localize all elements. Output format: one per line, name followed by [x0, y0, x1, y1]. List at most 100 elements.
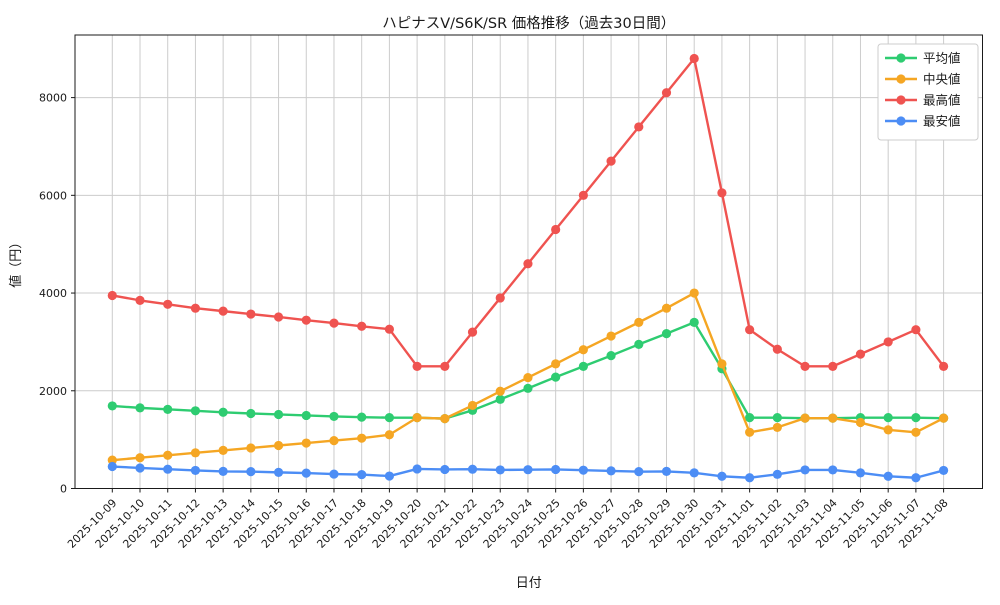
y-tick-label: 0 — [60, 483, 67, 496]
series-lowest-point — [745, 473, 755, 483]
series-average-point — [606, 350, 616, 361]
legend — [877, 43, 979, 141]
series-lowest-point — [800, 465, 810, 475]
series-median-point — [634, 317, 644, 327]
legend-marker-median — [896, 74, 906, 84]
series-average-point — [911, 413, 921, 423]
legend-label-highest: 最高値 — [923, 93, 961, 108]
series-highest-point — [135, 295, 145, 305]
series-average-point — [107, 401, 117, 411]
series-median-point — [855, 417, 866, 428]
series-lowest-point — [246, 467, 256, 477]
series-highest-point — [828, 361, 838, 371]
y-tick-label: 6000 — [39, 189, 67, 202]
series-median-point — [273, 440, 284, 451]
series-highest-point — [163, 299, 173, 309]
series-average-point — [634, 339, 644, 349]
series-lowest-point — [717, 471, 727, 481]
series-highest-point — [107, 290, 117, 301]
legend-marker-highest — [896, 95, 906, 105]
legend-label-median: 中央値 — [923, 72, 961, 87]
series-highest-point — [329, 318, 339, 328]
series-median-point — [467, 400, 478, 411]
series-average-point — [135, 403, 145, 413]
series-average-point — [163, 404, 173, 414]
series-highest-point — [606, 156, 616, 166]
series-highest-point — [911, 325, 921, 335]
series-median-point — [190, 448, 201, 458]
series-highest-point — [495, 293, 505, 303]
x-axis-label: 日付 — [516, 576, 542, 591]
series-highest-point — [772, 344, 782, 354]
series-highest-point — [634, 122, 644, 132]
series-median-point — [412, 413, 422, 423]
series-highest-point — [551, 224, 561, 235]
series-lowest-point — [301, 468, 311, 478]
series-highest-point — [273, 312, 284, 322]
series-highest-point — [689, 53, 699, 64]
series-lowest-point — [855, 468, 866, 478]
series-average-point — [551, 372, 561, 382]
series-highest-point — [939, 361, 949, 371]
series-highest-point — [717, 188, 727, 198]
series-median-point — [357, 433, 367, 443]
series-lowest-point — [440, 464, 450, 475]
series-median-point — [883, 425, 893, 435]
series-median-point — [661, 303, 672, 313]
series-highest-point — [578, 190, 588, 200]
series-average-point — [384, 413, 394, 423]
series-median-point — [523, 372, 533, 383]
series-median-point — [828, 413, 838, 423]
series-highest-point — [301, 315, 311, 325]
legend-label-average: 平均値 — [923, 51, 961, 66]
series-lowest-point — [606, 466, 616, 476]
series-median-point — [135, 453, 145, 463]
y-tick-label: 8000 — [39, 92, 67, 105]
series-lowest-point — [634, 467, 644, 477]
series-lowest-point — [163, 464, 173, 474]
series-highest-point — [384, 324, 394, 334]
series-lowest-point — [107, 461, 117, 472]
series-highest-point — [190, 303, 201, 313]
series-lowest-point — [523, 465, 533, 475]
series-highest-point — [467, 327, 478, 337]
series-lowest-point — [661, 466, 672, 476]
series-highest-point — [412, 361, 422, 371]
series-median-point — [939, 413, 949, 423]
series-median-point — [495, 386, 505, 396]
y-tick-label: 2000 — [39, 385, 67, 398]
series-median-point — [440, 414, 450, 424]
series-median-point — [218, 445, 228, 455]
series-average-point — [661, 329, 672, 339]
series-highest-point — [883, 337, 893, 347]
series-median-point — [745, 427, 755, 437]
series-median-point — [800, 413, 810, 423]
series-average-point — [523, 383, 533, 393]
series-median-point — [107, 455, 117, 465]
series-lowest-point — [689, 468, 699, 478]
series-median-point — [911, 427, 921, 437]
series-average-point — [357, 412, 367, 422]
series-highest-point — [218, 306, 228, 316]
series-average-point — [273, 409, 284, 420]
series-average-point — [246, 408, 256, 419]
series-highest-point — [357, 321, 367, 331]
series-median-point — [772, 422, 782, 433]
series-highest-point — [661, 88, 672, 98]
series-median-point — [578, 345, 588, 355]
plot-area: 020004000600080002025-10-092025-10-10202… — [39, 34, 983, 551]
series-average-point — [301, 410, 311, 421]
series-lowest-point — [911, 473, 921, 483]
series-median-point — [246, 443, 256, 453]
legend-label-lowest: 最安値 — [923, 114, 961, 129]
series-median-point — [717, 359, 727, 369]
series-median-point — [551, 359, 561, 369]
legend-marker-average — [896, 53, 906, 63]
series-average-point — [329, 411, 339, 422]
legend-marker-lowest — [896, 116, 906, 126]
y-tick-label: 4000 — [39, 287, 67, 300]
series-average-point — [689, 317, 699, 327]
series-lowest-point — [495, 465, 505, 475]
series-average-point — [883, 413, 893, 423]
